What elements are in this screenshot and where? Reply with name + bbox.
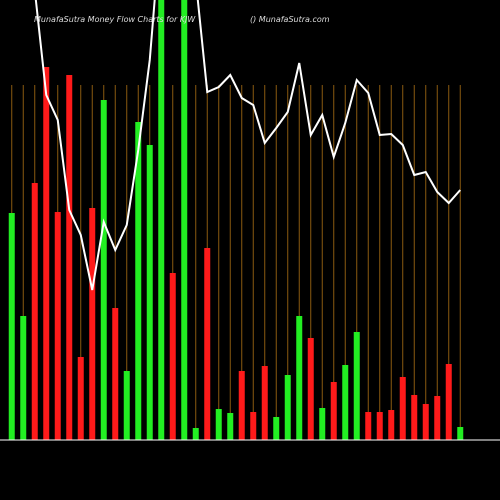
bar: [307, 338, 314, 440]
bar: [192, 428, 199, 440]
bar: [365, 412, 372, 440]
bar: [238, 371, 245, 440]
bar: [227, 413, 234, 440]
bar: [422, 404, 429, 440]
bar: [54, 212, 61, 440]
money-flow-line: [34, 0, 461, 291]
bar: [330, 382, 337, 440]
bar: [43, 67, 50, 440]
bar: [169, 273, 176, 440]
bar: [376, 412, 383, 440]
chart-subtitle: () MunafaSutra.com: [250, 15, 330, 24]
bar: [20, 316, 27, 440]
bar: [135, 122, 142, 440]
bar: [250, 412, 257, 440]
bar: [146, 145, 153, 440]
bar: [296, 316, 303, 440]
chart-title: MunafaSutra Money Flow Charts for KJW: [34, 15, 196, 24]
bar: [399, 377, 406, 440]
bar: [411, 395, 418, 440]
bar: [8, 213, 15, 440]
bar: [284, 375, 291, 440]
bar: [77, 357, 84, 440]
bar: [457, 427, 464, 440]
bar: [100, 100, 107, 440]
bar: [388, 410, 395, 440]
bar: [204, 248, 211, 440]
bar: [261, 366, 268, 440]
bar: [123, 371, 130, 440]
bar: [158, 0, 165, 440]
plot-area: [8, 0, 464, 440]
bar: [319, 408, 326, 440]
bar: [112, 308, 119, 440]
bar: [434, 396, 441, 440]
bar: [181, 0, 188, 440]
bar: [89, 208, 96, 440]
bar: [342, 365, 349, 440]
bar: [215, 409, 222, 440]
bar: [66, 75, 73, 440]
bar: [273, 417, 280, 440]
bar: [353, 332, 360, 440]
bar: [31, 183, 38, 440]
bar: [445, 364, 452, 440]
